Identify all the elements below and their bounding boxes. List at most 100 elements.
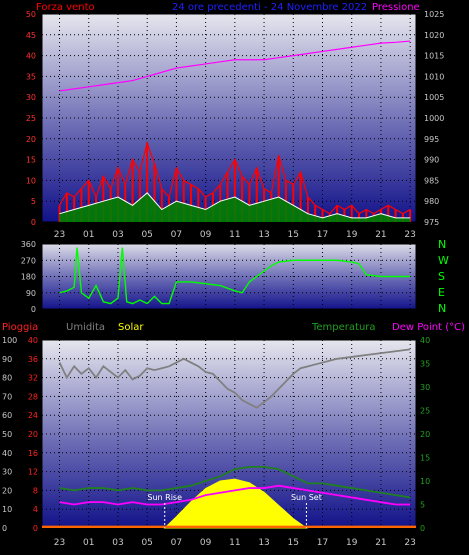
temp-tick-label: 20: [420, 430, 430, 439]
humidity-tick-label: 0: [2, 524, 7, 533]
left-tick-label: 15: [26, 156, 36, 165]
left-tick-label: 40: [26, 52, 36, 61]
rain-tick-label: 8: [33, 486, 38, 495]
right-tick-label: 980: [424, 197, 439, 206]
temp-tick-label: 30: [420, 383, 430, 392]
sun-rise-label: Sun Rise: [147, 493, 182, 502]
rain-tick-label: 0: [33, 524, 38, 533]
left-tick-label: 5: [31, 197, 36, 206]
compass-label: E: [438, 286, 445, 299]
left-tick-label: 45: [26, 31, 36, 40]
sun-set-label: Sun Set: [291, 493, 322, 502]
left-tick-label: 30: [26, 93, 36, 102]
left-tick-label: 10: [26, 176, 36, 185]
x-tick-label: 11: [229, 538, 240, 548]
temperature-line: [59, 465, 411, 499]
x-tick-label: 05: [141, 230, 152, 240]
humidity-tick-label: 50: [2, 430, 12, 439]
compass-label: N: [438, 302, 446, 315]
plot-area: [41, 243, 417, 310]
rain-tick-label: 16: [28, 449, 38, 458]
humidity-tick-label: 60: [2, 411, 12, 420]
right-tick-label: 995: [424, 135, 439, 144]
humidity-tick-label: 100: [2, 336, 17, 345]
rain-tick-label: 28: [28, 392, 38, 401]
x-tick-label: 19: [346, 538, 358, 548]
compass-label: N: [438, 238, 446, 251]
left-tick-label: 0: [31, 305, 36, 314]
x-tick-label: 05: [141, 538, 152, 548]
left-tick-label: 35: [26, 72, 36, 81]
rain-tick-label: 36: [28, 355, 38, 364]
x-tick-label: 23: [54, 230, 65, 240]
rain-tick-label: 20: [28, 430, 38, 439]
label-umidita: Umidita: [66, 322, 105, 333]
compass-label: S: [438, 270, 445, 283]
temp-humidity-panel: 23 01 03 05 07 09 11 13 15 17 19 21 2301020304050607…: [2, 336, 430, 548]
x-tick-label: 09: [200, 230, 212, 240]
left-tick-label: 270: [21, 256, 36, 265]
pressure-line: [59, 40, 411, 92]
label-solar: Solar: [118, 322, 144, 333]
left-tick-label: 20: [26, 135, 36, 144]
left-tick-label: 360: [21, 240, 36, 249]
x-tick-label: 03: [112, 538, 123, 548]
rain-tick-label: 24: [28, 411, 38, 420]
x-tick-label: 03: [112, 230, 123, 240]
x-tick-label: 21: [375, 230, 386, 240]
compass-label: W: [438, 254, 449, 267]
right-tick-label: 1010: [424, 72, 444, 81]
humidity-tick-label: 30: [2, 468, 12, 477]
right-tick-label: 1015: [424, 52, 444, 61]
x-tick-label: 21: [375, 538, 386, 548]
temp-tick-label: 25: [420, 407, 430, 416]
label-dew-point: Dew Point (°C): [392, 322, 465, 333]
temp-tick-label: 5: [420, 501, 425, 510]
x-tick-label: 17: [317, 230, 328, 240]
wind-direction-panel: 0 90 180 270 360: [21, 240, 417, 314]
label-period: 24 ore precedenti - 24 Novembre 2022: [172, 2, 367, 13]
right-tick-label: 1005: [424, 93, 444, 102]
right-tick-label: 1025: [424, 10, 444, 19]
left-tick-label: 50: [26, 10, 36, 19]
label-pressione: Pressione: [372, 2, 420, 13]
label-forza-vento: Forza vento: [36, 2, 95, 13]
rain-area: [42, 525, 416, 528]
x-tick-label: 23: [54, 538, 65, 548]
solar-area: [163, 478, 308, 529]
x-tick-label: 13: [258, 538, 269, 548]
right-tick-label: 1020: [424, 31, 444, 40]
left-tick-label: 0: [31, 218, 36, 227]
x-tick-label: 07: [171, 230, 182, 240]
left-tick-label: 180: [21, 273, 36, 282]
label-temperatura: Temperatura: [311, 322, 376, 333]
x-tick-label: 13: [258, 230, 269, 240]
humidity-tick-label: 80: [2, 374, 12, 383]
x-tick-label: 15: [288, 538, 299, 548]
right-tick-label: 990: [424, 156, 439, 165]
x-tick-label: 11: [229, 230, 240, 240]
right-tick-label: 975: [424, 218, 439, 227]
x-tick-label: 01: [83, 230, 94, 240]
rain-tick-label: 32: [28, 374, 38, 383]
temp-tick-label: 40: [420, 336, 430, 345]
dewpoint-line: [59, 484, 411, 506]
x-tick-label: 15: [288, 230, 299, 240]
humidity-tick-label: 10: [2, 505, 12, 514]
right-tick-label: 1000: [424, 114, 444, 123]
gust-line: [59, 192, 411, 219]
rain-tick-label: 40: [28, 336, 38, 345]
humidity-tick-label: 70: [2, 392, 12, 401]
rain-tick-label: 12: [28, 468, 38, 477]
gust-area: [59, 192, 411, 222]
x-tick-label: 01: [83, 538, 94, 548]
temp-tick-label: 0: [420, 524, 425, 533]
humidity-line: [58, 348, 411, 409]
wind-direction-line: [59, 247, 411, 305]
humidity-tick-label: 90: [2, 355, 12, 364]
rain-tick-label: 4: [33, 505, 38, 514]
wind-pressure-panel: 23 01 03 05 07 09 11 13 15 17 19 21 2305101520253035…: [26, 10, 445, 240]
temp-tick-label: 15: [420, 454, 430, 463]
